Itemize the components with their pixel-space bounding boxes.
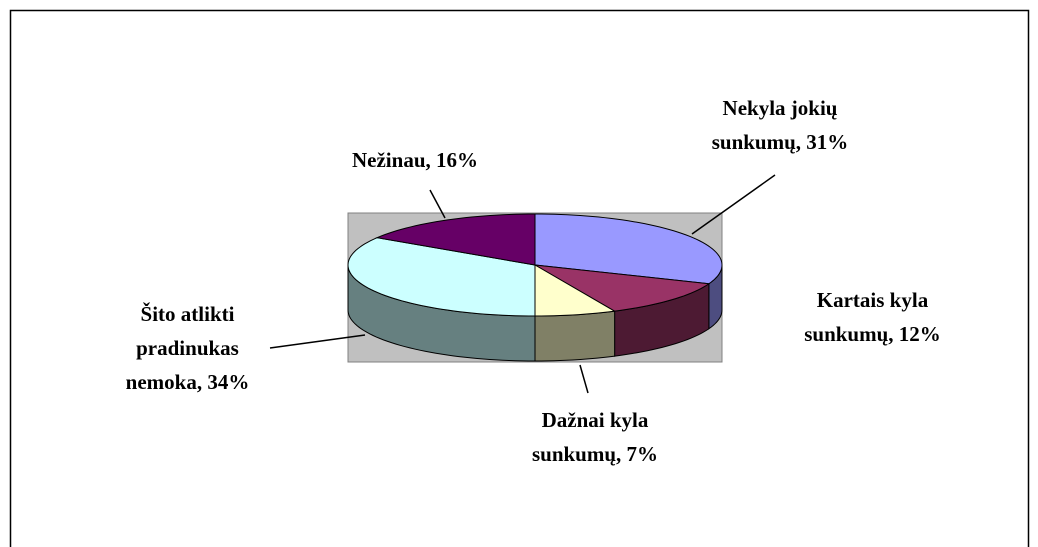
value-label: 31%	[806, 130, 849, 154]
chart-frame	[9, 9, 1030, 547]
value-label: 34%	[207, 370, 250, 394]
category-label: Kartais kyla sunkumų,	[804, 288, 929, 346]
leader-line	[429, 189, 446, 219]
data-label: Šito atlikti pradinukas nemoka, 34%	[115, 297, 260, 399]
leader-line	[691, 174, 776, 235]
pie-slice	[534, 213, 723, 285]
category-label: Nekyla jokių sunkumų,	[711, 96, 838, 154]
pie-slice-side	[534, 310, 616, 362]
data-label: Nekyla jokių sunkumų, 31%	[690, 91, 870, 159]
pie-slice	[534, 264, 617, 317]
leader-line	[579, 364, 589, 394]
value-label: 12%	[898, 322, 941, 346]
category-label: Šito atlikti pradinukas nemoka,	[125, 302, 239, 394]
data-label: Nežinau, 16%	[315, 143, 515, 177]
data-label: Dažnai kyla sunkumų, 7%	[500, 403, 690, 471]
value-label: 16%	[436, 148, 478, 172]
category-label: Nežinau,	[352, 148, 431, 172]
pie-slice	[534, 264, 711, 312]
pie-slice	[375, 213, 536, 266]
value-label: 7%	[626, 442, 659, 466]
data-label: Kartais kyla sunkumų, 12%	[775, 283, 970, 351]
category-label: Dažnai kyla sunkumų,	[531, 408, 649, 466]
leader-line	[269, 334, 366, 349]
